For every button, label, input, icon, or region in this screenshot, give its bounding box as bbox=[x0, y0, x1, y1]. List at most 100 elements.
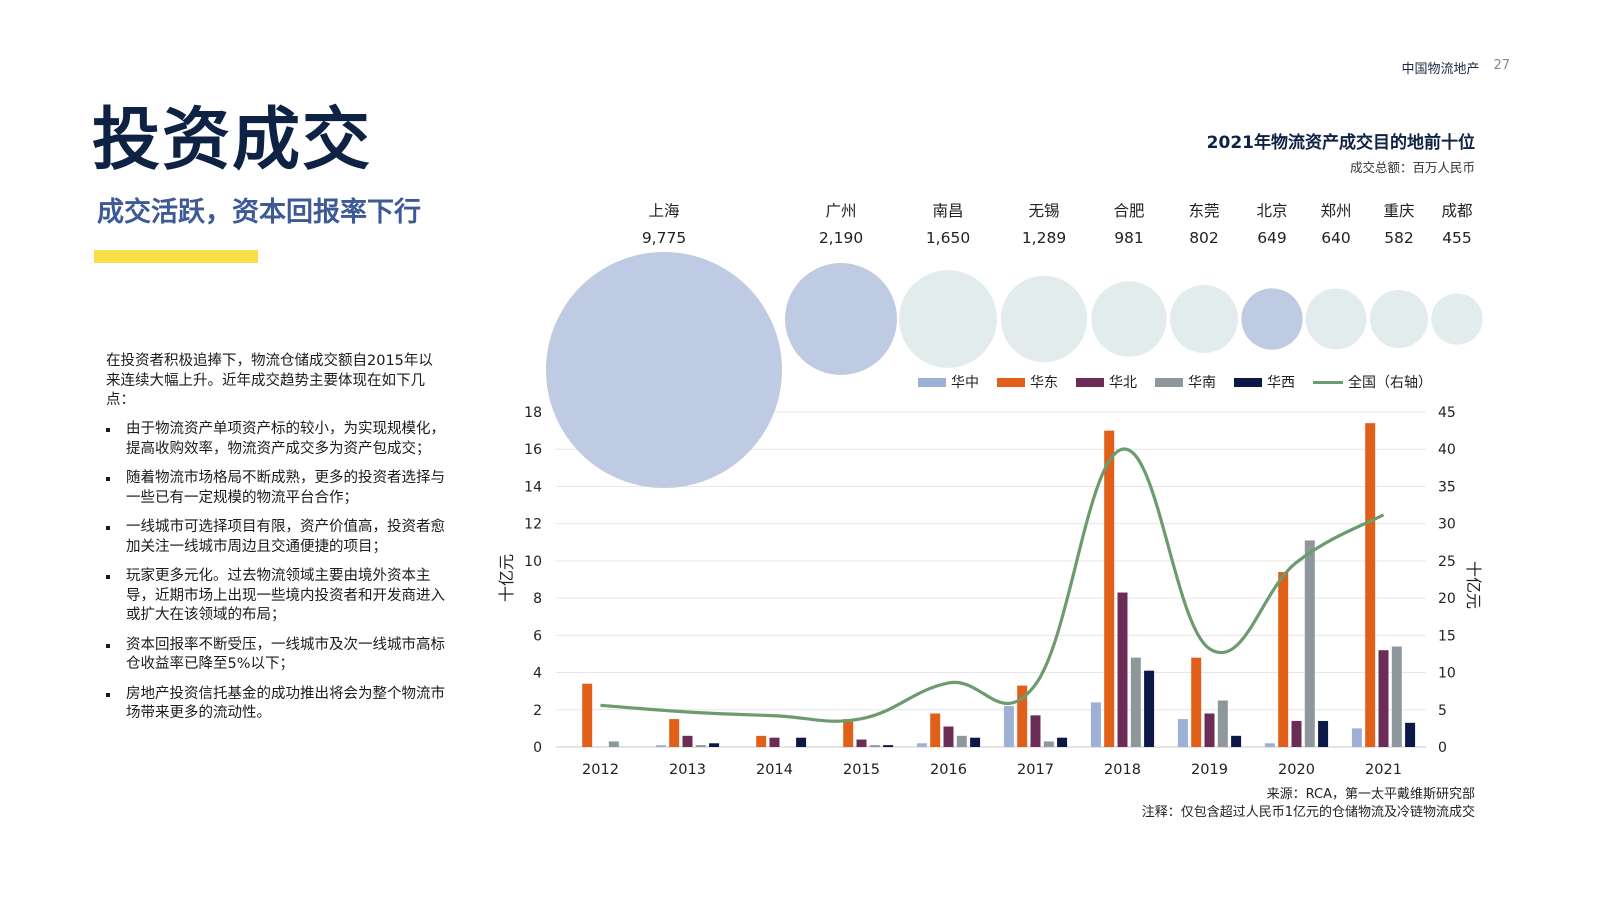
legend-item: 全国（右轴） bbox=[1313, 372, 1432, 392]
legend-line bbox=[1313, 380, 1343, 384]
bullet-item: 玩家更多元化。过去物流领域主要由境外资本主导，近期市场上出现一些境内投资者和开发… bbox=[106, 567, 446, 626]
bar-华中 bbox=[1264, 743, 1275, 747]
city-name: 无锡 bbox=[1028, 202, 1060, 220]
y2-tick-label: 20 bbox=[1438, 591, 1456, 607]
legend-label: 华中 bbox=[951, 375, 979, 391]
note-line: 注释：仅包含超过人民币1亿元的仓储物流及冷链物流成交 bbox=[1141, 805, 1475, 820]
chart-title: 2021年物流资产成交目的地前十位 bbox=[1206, 133, 1475, 153]
x-tick-label: 2018 bbox=[1104, 762, 1141, 778]
bar-华中 bbox=[655, 745, 666, 747]
x-tick-label: 2021 bbox=[1365, 762, 1402, 778]
legend-swatch bbox=[1076, 377, 1104, 387]
bullet-list: 由于物流资产单项资产标的较小，为实现规模化，提高收购效率，物流资产成交多为资产包… bbox=[106, 420, 446, 734]
x-tick-label: 2017 bbox=[1017, 762, 1054, 778]
bar-华南 bbox=[956, 735, 967, 747]
page-subtitle: 成交活跃，资本回报率下行 bbox=[97, 197, 421, 228]
y-tick-label: 8 bbox=[533, 591, 542, 607]
legend-swatch bbox=[997, 377, 1025, 387]
bar-华南 bbox=[1391, 646, 1402, 747]
city-value: 582 bbox=[1384, 229, 1414, 247]
y2-tick-label: 10 bbox=[1438, 666, 1456, 682]
city-label: 北京 649 bbox=[1256, 198, 1287, 252]
y-tick-label: 2 bbox=[533, 703, 542, 719]
city-name: 合肥 bbox=[1113, 202, 1145, 220]
bar-华西 bbox=[1405, 722, 1416, 747]
x-tick-label: 2012 bbox=[582, 762, 619, 778]
bar-华北 bbox=[1291, 720, 1302, 747]
x-tick-label: 2020 bbox=[1278, 762, 1315, 778]
city-label: 东莞 802 bbox=[1188, 198, 1219, 252]
legend-swatch bbox=[1234, 377, 1262, 387]
bubble-南昌 bbox=[899, 270, 997, 368]
bar-华中 bbox=[1351, 728, 1362, 747]
bar-华南 bbox=[1130, 657, 1141, 747]
bar-华东 bbox=[756, 735, 767, 747]
y-tick-label: 16 bbox=[524, 442, 542, 458]
bar-华中 bbox=[1177, 719, 1188, 747]
city-name: 南昌 bbox=[932, 202, 964, 220]
brand-name: 中国物流地产 bbox=[1401, 62, 1480, 77]
y2-axis-label: 十亿元 bbox=[1464, 561, 1483, 609]
bar-华中 bbox=[1090, 702, 1101, 747]
bar-华中 bbox=[1003, 706, 1014, 747]
bar-华西 bbox=[1231, 735, 1242, 747]
bar-华东 bbox=[1104, 430, 1115, 747]
bar-华东 bbox=[582, 683, 593, 747]
bar-华东 bbox=[669, 719, 680, 747]
city-label: 重庆 582 bbox=[1383, 198, 1414, 252]
city-value: 9,775 bbox=[641, 229, 687, 247]
bar-华东 bbox=[843, 719, 854, 747]
bar-华中 bbox=[916, 743, 927, 747]
city-name: 北京 bbox=[1256, 202, 1288, 220]
bar-华北 bbox=[1204, 713, 1215, 747]
bar-华西 bbox=[970, 737, 981, 747]
city-value: 649 bbox=[1257, 229, 1287, 247]
city-name: 重庆 bbox=[1383, 202, 1415, 220]
y-tick-label: 10 bbox=[524, 554, 542, 570]
legend-label: 全国（右轴） bbox=[1348, 375, 1432, 391]
line-national bbox=[600, 447, 1385, 723]
intro-paragraph: 在投资者积极追捧下，物流仓储成交额自2015年以来连续大幅上升。近年成交趋势主要… bbox=[106, 353, 433, 408]
city-name: 郑州 bbox=[1320, 202, 1352, 220]
x-tick-label: 2015 bbox=[843, 762, 880, 778]
bar-华南 bbox=[608, 741, 619, 747]
bar-华东 bbox=[1017, 685, 1028, 747]
bar-华东 bbox=[1278, 572, 1289, 747]
bar-华西 bbox=[796, 737, 807, 747]
y-axis-label: 十亿元 bbox=[497, 554, 516, 602]
bar-华北 bbox=[1030, 715, 1041, 747]
bar-华北 bbox=[856, 739, 867, 747]
y-tick-label: 4 bbox=[533, 666, 542, 682]
bar-华北 bbox=[943, 726, 954, 747]
y2-tick-label: 5 bbox=[1438, 703, 1447, 719]
bar-华南 bbox=[1043, 741, 1054, 747]
bar-华东 bbox=[930, 713, 941, 747]
bubble-合肥 bbox=[1091, 281, 1167, 357]
bar-华北 bbox=[1117, 592, 1128, 747]
bar-华东 bbox=[1365, 423, 1376, 747]
city-name: 东莞 bbox=[1188, 202, 1220, 220]
legend-item: 华西 bbox=[1234, 372, 1295, 392]
page-number: 27 bbox=[1493, 58, 1510, 73]
city-value: 1,650 bbox=[925, 229, 971, 247]
bubble-重庆 bbox=[1369, 289, 1429, 349]
bar-华西 bbox=[1057, 737, 1068, 747]
city-name: 广州 bbox=[825, 202, 857, 220]
y2-tick-label: 30 bbox=[1438, 517, 1456, 533]
city-value: 2,190 bbox=[818, 229, 864, 247]
legend-label: 华南 bbox=[1188, 375, 1216, 391]
city-label: 郑州 640 bbox=[1320, 198, 1351, 252]
bar-华南 bbox=[869, 745, 880, 747]
x-tick-label: 2016 bbox=[930, 762, 967, 778]
city-labels: 上海 9,775 广州 2,190 南昌 1,650 无锡 1,289 合肥 981 东莞 802 北京… bbox=[540, 198, 1500, 250]
bubble-成都 bbox=[1431, 293, 1483, 345]
bar-华南 bbox=[1304, 540, 1315, 747]
y2-tick-label: 35 bbox=[1438, 479, 1456, 495]
bubble-广州 bbox=[785, 263, 897, 375]
bullet-item: 随着物流市场格局不断成熟，更多的投资者选择与一些已有一定规模的物流平台合作； bbox=[106, 469, 446, 508]
bubble-chart bbox=[546, 252, 1483, 488]
city-name: 成都 bbox=[1441, 202, 1473, 220]
page-title: 投资成交 bbox=[92, 101, 373, 180]
bullet-item: 房地产投资信托基金的成功推出将会为整个物流市场带来更多的流动性。 bbox=[106, 685, 446, 724]
